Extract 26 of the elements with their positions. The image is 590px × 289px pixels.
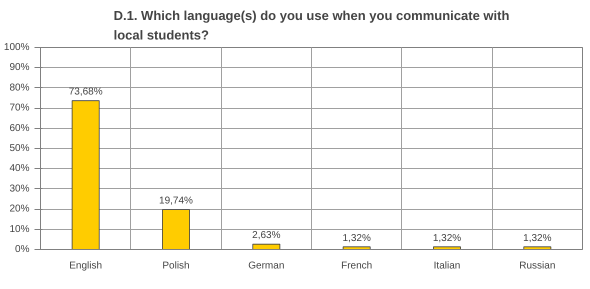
y-tick-label: 40% — [9, 163, 30, 174]
data-label: 1,32% — [432, 232, 462, 244]
x-tick-label: English — [69, 260, 102, 272]
y-tick-label: 60% — [9, 122, 30, 134]
data-label: 1,32% — [342, 232, 371, 244]
bar — [72, 100, 100, 250]
y-tick-label: 80% — [9, 82, 30, 94]
y-tick-label: 70% — [9, 102, 30, 114]
x-tick-label: Russian — [519, 260, 556, 272]
data-label: 1,32% — [523, 232, 552, 244]
data-label: 73,68% — [68, 86, 103, 98]
y-tick-label: 90% — [9, 62, 30, 74]
data-label: 19,74% — [159, 196, 194, 207]
chart-title: D.1. Which language(s) do you use when you communicate with local students? — [114, 8, 510, 42]
x-tick-label: Polish — [162, 260, 190, 272]
y-tick-label: 30% — [9, 183, 30, 194]
x-tick-label: French — [341, 260, 372, 272]
y-tick-label: 0% — [15, 244, 30, 255]
x-tick-label: Italian — [434, 260, 460, 272]
y-tick-label: 50% — [9, 143, 30, 154]
data-label: 2,63% — [252, 230, 281, 242]
y-tick-label: 20% — [9, 204, 30, 215]
y-tick-label: 100% — [4, 42, 30, 53]
y-tick-label: 10% — [9, 224, 30, 235]
x-tick-label: German — [248, 260, 284, 272]
bar — [162, 209, 190, 250]
